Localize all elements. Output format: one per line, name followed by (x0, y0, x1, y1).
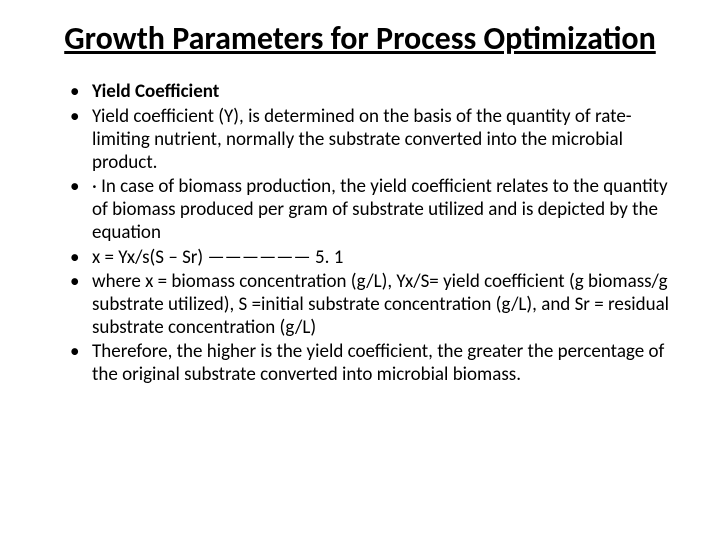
bullet-item: · In case of biomass production, the yie… (70, 175, 680, 245)
bullet-text: · In case of biomass production, the yie… (92, 175, 668, 244)
bullet-text: where x = biomass concentration (g/L), Y… (92, 270, 669, 339)
bullet-item: where x = biomass concentration (g/L), Y… (70, 270, 680, 340)
slide-title: Growth Parameters for Process Optimizati… (40, 20, 680, 58)
bullet-list: Yield CoefficientYield coefficient (Y), … (40, 80, 680, 386)
bullet-text: Therefore, the higher is the yield coeff… (92, 340, 664, 386)
bullet-text: Yield coefficient (Y), is determined on … (92, 105, 632, 174)
bullet-item: Yield Coefficient (70, 80, 680, 103)
bullet-item: Yield coefficient (Y), is determined on … (70, 105, 680, 175)
bullet-item: Therefore, the higher is the yield coeff… (70, 340, 680, 386)
bullet-text: x = Yx/s(S – Sr) —————— 5. 1 (92, 246, 343, 269)
bullet-text: Yield Coefficient (92, 80, 219, 103)
bullet-item: x = Yx/s(S – Sr) —————— 5. 1 (70, 246, 680, 269)
